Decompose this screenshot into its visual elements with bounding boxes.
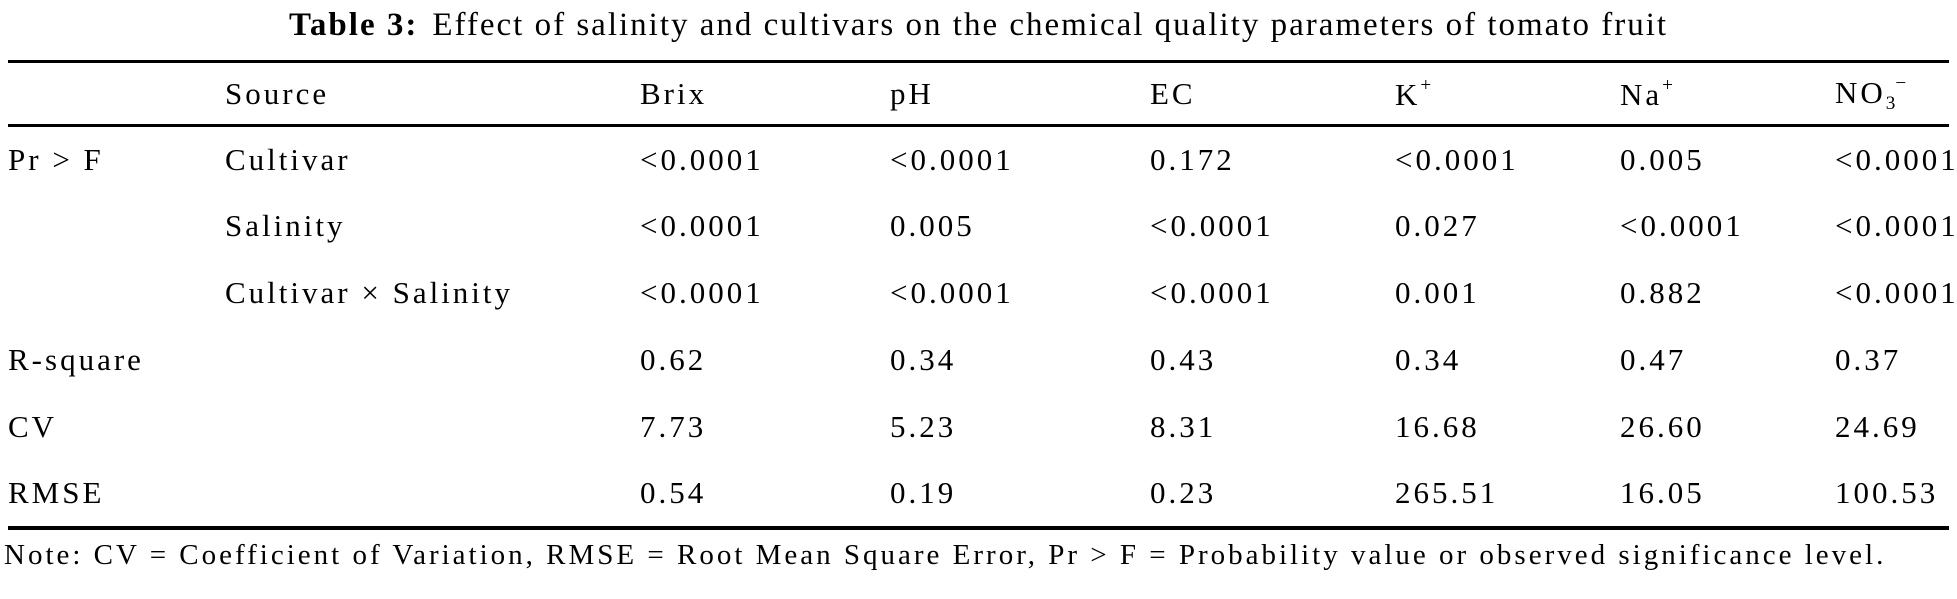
column-header-text: NO xyxy=(1835,74,1886,110)
table-row-rmse: RMSE 0.54 0.19 0.23 265.51 16.05 100.53 xyxy=(8,461,1949,528)
column-header-superscript: + xyxy=(1420,74,1432,96)
column-header-text: pH xyxy=(890,75,934,111)
table-caption-label: Table 3: xyxy=(288,7,419,43)
row-group-label: Pr > F xyxy=(8,141,104,177)
column-header-superscript: − xyxy=(1895,72,1907,94)
value-cell: <0.0001 xyxy=(640,275,764,310)
column-header-na: Na+ xyxy=(1620,62,1835,126)
value-cell: <0.0001 xyxy=(1395,141,1519,177)
anova-table: Source Brix pH EC K+ Na+ NO3− Pr > F Cul… xyxy=(8,60,1957,530)
value-cell: 0.027 xyxy=(1395,208,1480,243)
row-source-label xyxy=(225,461,640,528)
value-cell: <0.0001 xyxy=(1150,275,1274,310)
column-header-text: Source xyxy=(225,75,330,111)
value-cell: 0.882 xyxy=(1620,275,1705,310)
value-cell: 0.37 xyxy=(1835,342,1902,377)
table-row-cultivar: Pr > F Cultivar <0.0001 <0.0001 0.172 <0… xyxy=(8,126,1957,193)
column-header-empty xyxy=(8,62,225,126)
header-row: Source Brix pH EC K+ Na+ NO3− xyxy=(8,62,1949,126)
value-cell: <0.0001 xyxy=(1835,208,1957,243)
value-cell: 24.69 xyxy=(1835,409,1920,444)
value-cell: 0.62 xyxy=(640,342,707,377)
value-cell: 0.54 xyxy=(640,475,707,510)
row-source-label: Salinity xyxy=(225,208,346,243)
column-header-text: EC xyxy=(1150,75,1196,111)
value-cell: <0.0001 xyxy=(1620,208,1744,243)
table-caption: Table 3: Effect of salinity and cultivars… xyxy=(0,0,1957,60)
value-cell: <0.0001 xyxy=(1835,141,1957,177)
row-group-label: RMSE xyxy=(8,475,105,510)
column-header-no3: NO3− xyxy=(1835,62,1949,126)
value-cell: <0.0001 xyxy=(1835,275,1957,310)
value-cell: 0.19 xyxy=(890,475,957,510)
column-header-superscript: + xyxy=(1662,74,1673,96)
value-cell: <0.0001 xyxy=(1150,208,1274,243)
value-cell: 0.47 xyxy=(1620,342,1687,377)
table-row-cv: CV 7.73 5.23 8.31 16.68 26.60 24.69 xyxy=(8,394,1949,461)
value-cell: 16.68 xyxy=(1395,409,1480,444)
row-source-label xyxy=(225,327,640,394)
column-header-ph: pH xyxy=(890,62,1150,126)
value-cell: <0.0001 xyxy=(640,208,764,243)
value-cell: 0.34 xyxy=(890,342,957,377)
value-cell: 8.31 xyxy=(1150,409,1217,444)
value-cell: 0.001 xyxy=(1395,275,1480,310)
column-header-text: K xyxy=(1395,76,1421,112)
value-cell: 0.34 xyxy=(1395,342,1462,377)
column-header-brix: Brix xyxy=(640,62,890,126)
row-group-label xyxy=(8,260,225,327)
column-header-source: Source xyxy=(225,62,640,126)
value-cell: 0.172 xyxy=(1150,141,1235,177)
value-cell: 0.23 xyxy=(1150,475,1217,510)
value-cell: 100.53 xyxy=(1835,475,1939,510)
value-cell: 265.51 xyxy=(1395,475,1499,510)
table-row-salinity: Salinity <0.0001 0.005 <0.0001 0.027 <0.… xyxy=(8,193,1957,260)
value-cell: <0.0001 xyxy=(890,275,1014,310)
value-cell: 16.05 xyxy=(1620,475,1705,510)
row-source-label: Cultivar xyxy=(225,141,351,177)
column-header-ec: EC xyxy=(1150,62,1395,126)
column-header-k: K+ xyxy=(1395,62,1620,126)
value-cell: 7.73 xyxy=(640,409,707,444)
column-header-text: Na xyxy=(1620,76,1663,112)
column-header-text: Brix xyxy=(640,75,708,111)
value-cell: 0.005 xyxy=(890,208,975,243)
value-cell: 0.43 xyxy=(1150,342,1217,377)
table-row-r-square: R-square 0.62 0.34 0.43 0.34 0.47 0.37 xyxy=(8,327,1949,394)
table-caption-text: Effect of salinity and cultivars on the … xyxy=(432,7,1669,43)
column-header-subscript: 3 xyxy=(1885,92,1896,114)
value-cell: <0.0001 xyxy=(640,141,764,177)
value-cell: <0.0001 xyxy=(890,141,1014,177)
row-source-label: Cultivar × Salinity xyxy=(225,275,514,310)
value-cell: 5.23 xyxy=(890,409,957,444)
row-group-label: R-square xyxy=(8,342,144,377)
row-source-label xyxy=(225,394,640,461)
value-cell: 0.005 xyxy=(1620,141,1705,177)
value-cell: 26.60 xyxy=(1620,409,1705,444)
table-row-cultivar-x-salinity: Cultivar × Salinity <0.0001 <0.0001 <0.0… xyxy=(8,260,1957,327)
row-group-label: CV xyxy=(8,409,58,444)
row-group-label xyxy=(8,193,225,260)
table-footnote: Note: CV = Coefficient of Variation, RMS… xyxy=(4,538,1887,571)
